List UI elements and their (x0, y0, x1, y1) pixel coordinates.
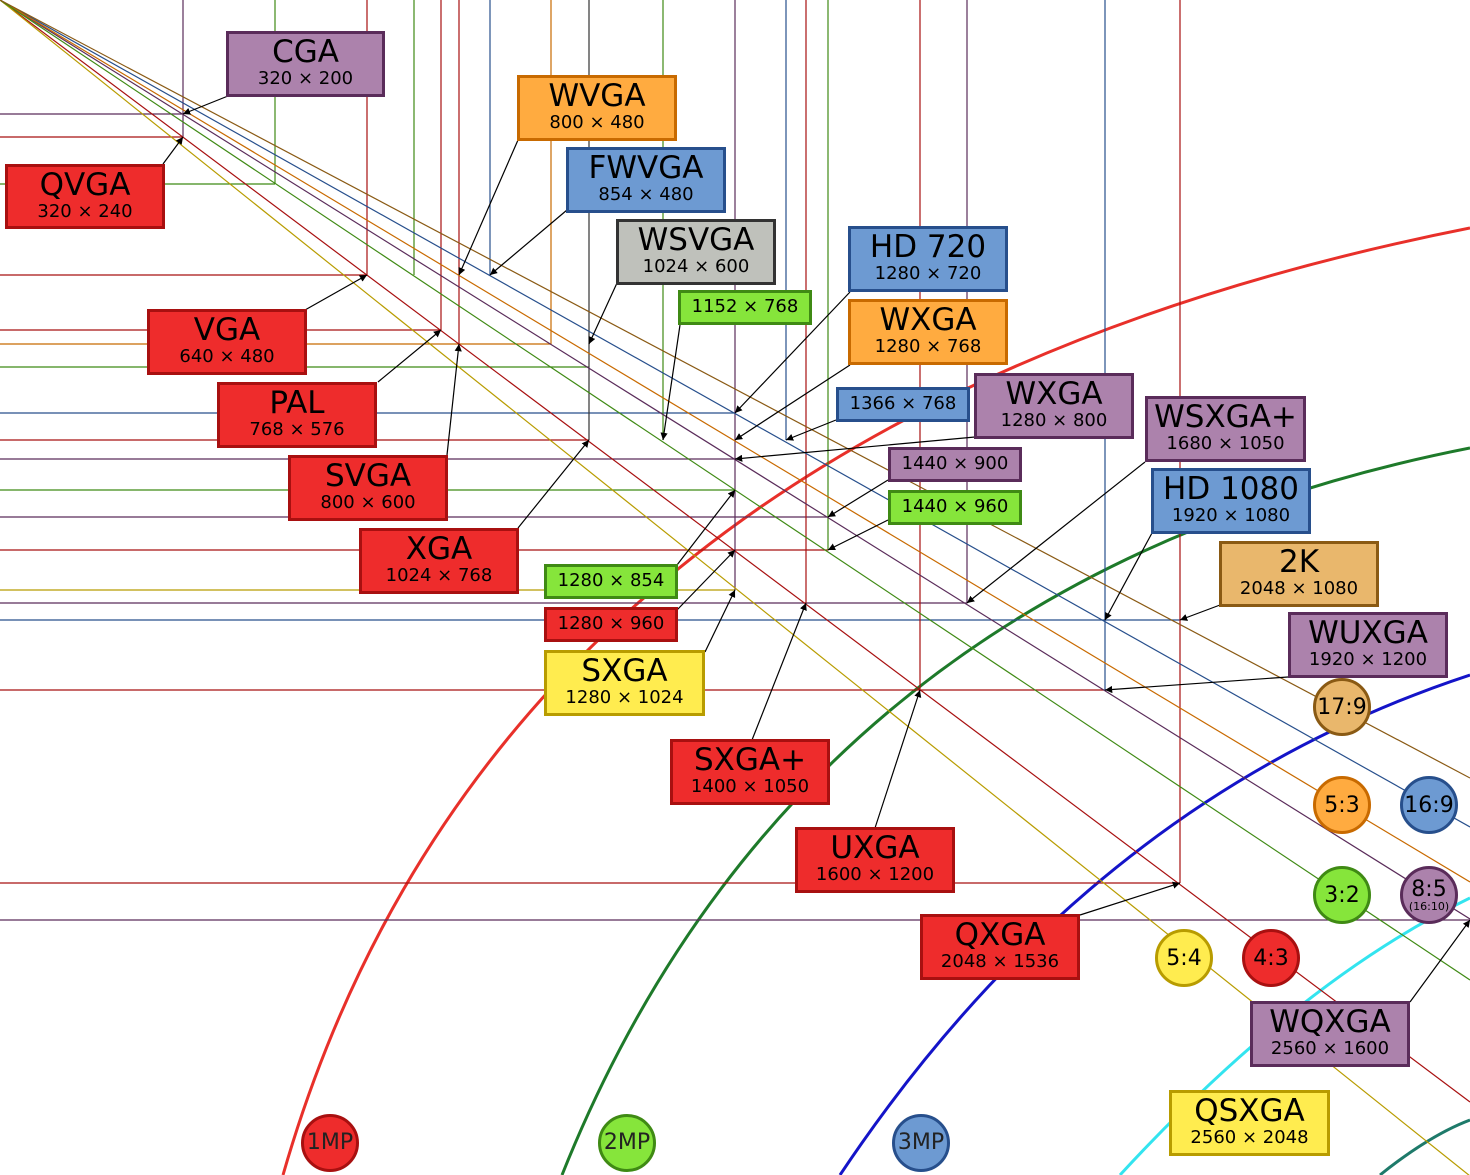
wxga-768-dims: 1280 × 768 (874, 336, 982, 357)
qxga-name: QXGA (954, 917, 1046, 953)
pal-box: PAL 768 × 576 (217, 382, 377, 448)
mp-2-circle: 2MP (598, 1114, 656, 1172)
hd720-dims: 1280 × 720 (874, 263, 982, 284)
wuxga-dims: 1920 × 1200 (1308, 649, 1428, 670)
pal-dims: 768 × 576 (249, 419, 345, 440)
cga-box: CGA 320 × 200 (226, 31, 385, 97)
arc-5mp (1379, 1118, 1470, 1175)
sxga-plus-box: SXGA+ 1400 × 1050 (670, 739, 830, 805)
ratio-5-4-circle: 5:4 (1155, 929, 1213, 987)
wxga-768-name: WXGA (879, 302, 977, 338)
ratio-8-5-circle: 8:5 (16:10) (1400, 866, 1458, 924)
hd1080-dims: 1920 × 1080 (1171, 505, 1291, 526)
ratio-17-9-circle: 17:9 (1313, 678, 1371, 736)
fwvga-name: FWVGA (588, 150, 704, 186)
wxga-800-box: WXGA 1280 × 800 (974, 373, 1134, 439)
mp-1-circle: 1MP (301, 1114, 359, 1172)
wxga-800-name: WXGA (1005, 376, 1103, 412)
res-1280x960-box: 1280 × 960 (544, 607, 678, 642)
wvga-name: WVGA (548, 78, 646, 114)
sxga-dims: 1280 × 1024 (565, 687, 684, 708)
2k-dims: 2048 × 1080 (1239, 578, 1359, 599)
wsvga-name: WSVGA (637, 222, 755, 258)
res-1366x768-box: 1366 × 768 (836, 387, 970, 422)
2k-box: 2K 2048 × 1080 (1219, 541, 1379, 607)
wxga-800-dims: 1280 × 800 (1000, 410, 1108, 431)
qvga-box: QVGA 320 × 240 (5, 164, 165, 229)
wuxga-name: WUXGA (1308, 615, 1428, 651)
qxga-box: QXGA 2048 × 1536 (920, 914, 1080, 980)
qsxga-box: QSXGA 2560 × 2048 (1169, 1090, 1330, 1156)
svga-dims: 800 × 600 (320, 492, 416, 513)
svga-name: SVGA (324, 458, 412, 494)
wvga-box: WVGA 800 × 480 (517, 75, 677, 141)
ratio-5-4-label: 5:4 (1166, 946, 1202, 971)
wqxga-name: WQXGA (1269, 1004, 1391, 1040)
qsxga-name: QSXGA (1194, 1093, 1305, 1129)
ratio-8-5-sublabel: (16:10) (1408, 900, 1450, 913)
sxga-plus-name: SXGA+ (693, 742, 807, 778)
uxga-box: UXGA 1600 × 1200 (795, 827, 955, 893)
arc-1mp (281, 226, 1470, 1175)
wxga-768-box: WXGA 1280 × 768 (848, 299, 1008, 365)
xga-name: XGA (405, 531, 473, 567)
wsxga-plus-name: WSXGA+ (1154, 399, 1297, 435)
res-1152x768-box: 1152 × 768 (678, 290, 812, 325)
qsxga-dims: 2560 × 2048 (1190, 1127, 1309, 1148)
cga-dims: 320 × 200 (257, 68, 354, 89)
cga-name: CGA (272, 34, 339, 70)
ratio-3-2-label: 3:2 (1324, 883, 1360, 908)
ratio-5-3-label: 5:3 (1324, 793, 1360, 818)
ratio-17-9-label: 17:9 (1317, 695, 1367, 720)
wqxga-box: WQXGA 2560 × 1600 (1250, 1001, 1410, 1067)
wsvga-box: WSVGA 1024 × 600 (616, 219, 776, 285)
fwvga-dims: 854 × 480 (598, 184, 694, 205)
sxga-box: SXGA 1280 × 1024 (544, 650, 705, 716)
wqxga-dims: 2560 × 1600 (1270, 1038, 1390, 1059)
2k-name: 2K (1278, 544, 1320, 580)
qxga-dims: 2048 × 1536 (940, 951, 1060, 972)
vga-dims: 640 × 480 (179, 346, 275, 367)
wsxga-plus-dims: 1680 × 1050 (1166, 433, 1285, 454)
vga-name: VGA (193, 312, 261, 348)
ratio-8-5-label: 8:5 (1411, 877, 1447, 902)
ratio-16-9-label: 16:9 (1404, 793, 1454, 818)
fwvga-box: FWVGA 854 × 480 (566, 147, 726, 213)
xga-dims: 1024 × 768 (385, 565, 493, 586)
wuxga-box: WUXGA 1920 × 1200 (1288, 612, 1448, 678)
wvga-dims: 800 × 480 (549, 112, 645, 133)
ratio-5-3-circle: 5:3 (1313, 776, 1371, 834)
pal-name: PAL (269, 385, 325, 421)
uxga-name: UXGA (830, 830, 920, 866)
qvga-dims: 320 × 240 (37, 201, 133, 222)
mp-3-circle: 3MP (892, 1114, 950, 1172)
hd1080-box: HD 1080 1920 × 1080 (1151, 468, 1311, 534)
sxga-name: SXGA (581, 653, 668, 689)
uxga-dims: 1600 × 1200 (815, 864, 935, 885)
res-1280x854-box: 1280 × 854 (544, 564, 678, 599)
wsxga-plus-box: WSXGA+ 1680 × 1050 (1145, 396, 1306, 462)
sxga-plus-dims: 1400 × 1050 (690, 776, 810, 797)
svga-box: SVGA 800 × 600 (288, 455, 448, 521)
ratio-16-9-circle: 16:9 (1400, 776, 1458, 834)
qvga-name: QVGA (39, 167, 131, 203)
vga-box: VGA 640 × 480 (147, 309, 307, 375)
ratio-4-3-label: 4:3 (1253, 946, 1289, 971)
hd720-box: HD 720 1280 × 720 (848, 226, 1008, 292)
ratio-3-2-circle: 3:2 (1313, 866, 1371, 924)
res-1440x900-box: 1440 × 900 (888, 447, 1022, 482)
hd1080-name: HD 1080 (1163, 471, 1299, 507)
xga-box: XGA 1024 × 768 (359, 528, 519, 594)
hd720-name: HD 720 (869, 229, 987, 265)
wsvga-dims: 1024 × 600 (642, 256, 750, 277)
ratio-4-3-circle: 4:3 (1242, 929, 1300, 987)
res-1440x960-box: 1440 × 960 (888, 490, 1022, 525)
